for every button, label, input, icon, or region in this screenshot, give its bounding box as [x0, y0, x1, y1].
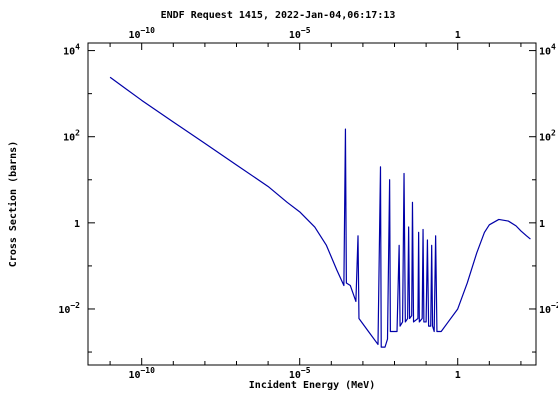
x-tick-label: 1: [455, 370, 461, 381]
y-tick-label: 1: [74, 219, 80, 230]
plot-frame: [87, 42, 537, 366]
y-tick-label-right: 1: [539, 219, 545, 230]
y-tick-label-right: 10−2: [539, 301, 558, 316]
y-tick-label: 104: [63, 43, 80, 58]
x-tick-label-top: 1: [455, 30, 461, 41]
cross-section-line: [109, 76, 531, 348]
y-tick-label-right: 102: [539, 129, 556, 144]
x-axis-label: Incident Energy (MeV): [249, 379, 375, 391]
y-tick-label-right: 104: [539, 43, 556, 58]
axis-ticks: [88, 43, 536, 365]
x-tick-label: 10−10: [128, 366, 155, 381]
y-tick-label: 10−2: [58, 301, 80, 316]
x-tick-label: 10−5: [289, 366, 311, 381]
y-tick-label: 102: [63, 129, 80, 144]
y-axis-label: Cross Section (barns): [7, 141, 19, 267]
chart-title: ENDF Request 1415, 2022-Jan-04,06:17:13: [161, 10, 396, 21]
x-tick-label-top: 10−5: [289, 26, 311, 41]
x-tick-label-top: 10−10: [128, 26, 155, 41]
tick-labels: 10−10 10−10 10−5 10−5 1 1 104 104 102 102 1 1 10−2 10…: [58, 26, 558, 381]
